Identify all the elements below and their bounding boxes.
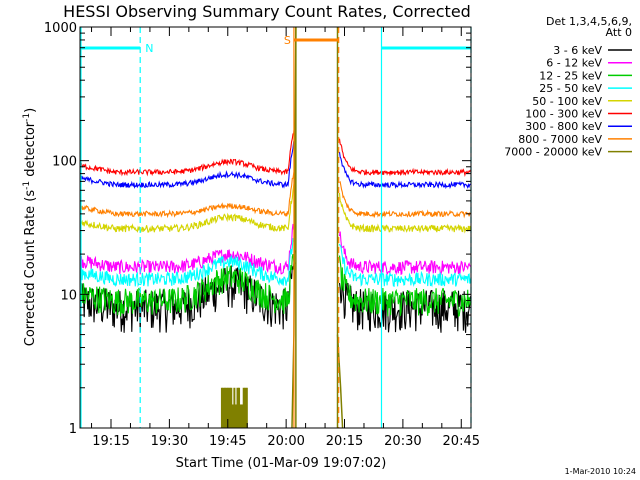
y-tick-label: 1 — [69, 422, 77, 437]
x-axis-label: Start Time (01-Mar-09 19:07:02) — [176, 456, 387, 471]
x-tick-label: 20:00 — [267, 434, 304, 449]
legend-header: Att 0 — [606, 26, 632, 39]
series-line-2-post — [338, 255, 472, 318]
plot-frame — [79, 26, 472, 429]
series-lines — [79, 26, 472, 429]
series-line-2-pre — [79, 253, 296, 317]
x-tick-label: 19:15 — [92, 434, 129, 449]
series-line-1-pre — [79, 223, 296, 275]
x-tick-label: 20:15 — [326, 434, 363, 449]
plot-area: N S 1 10 100 1000 19:15 19:30 19:45 20:00 20:15 20… — [44, 21, 480, 449]
saa-label: S — [284, 34, 291, 47]
series-line-7-pre — [79, 164, 296, 219]
y-tick-label: 100 — [52, 155, 77, 170]
legend-label: 3 - 6 keV — [553, 44, 602, 57]
series-line-1-post — [338, 231, 471, 276]
series-line-4-pre — [79, 178, 296, 233]
timestamp: 1-Mar-2010 10:24 — [565, 467, 636, 476]
legend-label: 300 - 800 keV — [525, 120, 602, 133]
legend-label: 6 - 12 keV — [546, 57, 602, 70]
y-tick-label: 10 — [60, 288, 77, 303]
legend-label: 25 - 50 keV — [539, 82, 602, 95]
legend-label: 800 - 7000 keV — [518, 133, 602, 146]
x-tick-label: 19:30 — [151, 434, 188, 449]
y-tick-label: 1000 — [44, 21, 77, 36]
x-tick-label: 19:45 — [209, 434, 246, 449]
series-line-3-post — [338, 243, 472, 288]
x-tick-label: 20:30 — [384, 434, 421, 449]
series-line-5-post — [338, 138, 472, 177]
legend-label: 7000 - 20000 keV — [504, 146, 602, 159]
legend-header: Det 1,3,4,5,6,9, — [546, 15, 632, 28]
axes: 1 10 100 1000 19:15 19:30 19:45 20:00 20:15 20:30… — [44, 21, 480, 449]
x-tick-label: 20:45 — [443, 434, 480, 449]
series-line-5-pre — [79, 125, 296, 177]
legend-label: 50 - 100 keV — [532, 95, 602, 108]
series-line-6-post — [338, 151, 471, 190]
legend-label: 100 - 300 keV — [525, 108, 602, 121]
series-line-3-pre — [79, 224, 296, 288]
legend-label: 12 - 25 keV — [539, 69, 602, 82]
series-line-4-post — [338, 192, 472, 234]
series-line-7-post — [339, 180, 471, 219]
y-axis-label: Corrected Count Rate (s-1 detector-1) — [22, 108, 38, 346]
chart-title: HESSI Observing Summary Count Rates, Cor… — [63, 2, 471, 21]
series-line-6-pre — [79, 136, 296, 189]
night-label: N — [145, 42, 153, 55]
